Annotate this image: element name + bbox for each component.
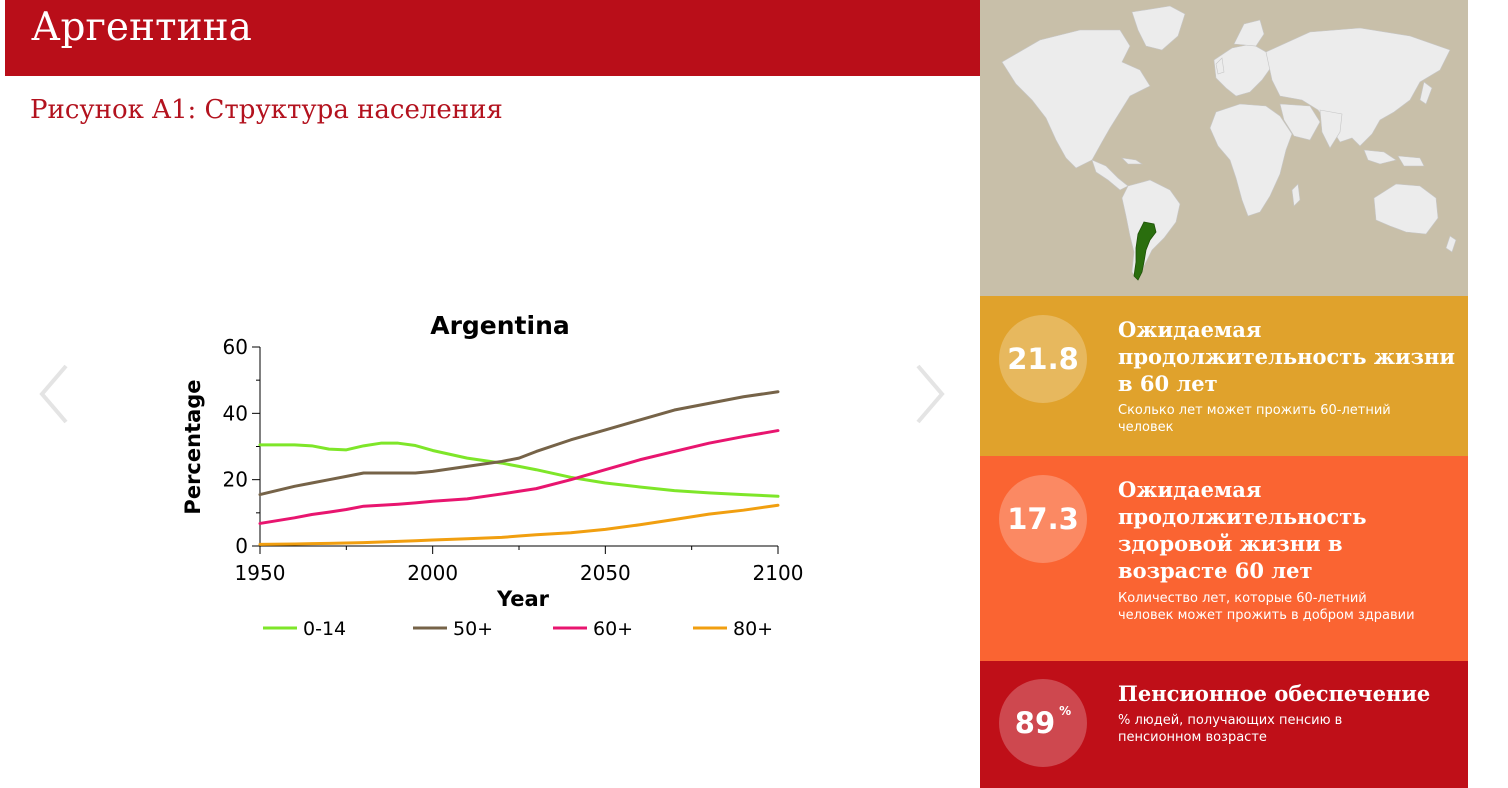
series-line-014 [258, 441, 780, 498]
x-axis-label: Year [496, 587, 550, 611]
carousel-prev-button[interactable] [36, 362, 72, 426]
population-chart: Argentina Percentage Year 0 20 40 60 1950 200… [181, 311, 804, 640]
header-bar: Аргентина [5, 0, 980, 76]
y-tick-label: 20 [223, 468, 248, 492]
carousel-next-button[interactable] [912, 362, 948, 426]
legend-label: 80+ [733, 618, 773, 640]
life-expectancy-heading: Ожидаемая продолжительность жизни в 60 л… [1118, 317, 1455, 396]
percent-sign: % [1059, 704, 1072, 718]
x-tick-label: 1950 [235, 561, 286, 585]
healthy-life-card: 17.3 Ожидаемая продолжительность здорово… [980, 456, 1468, 661]
life-expectancy-card: 21.8 Ожидаемая продолжительность жизни в… [980, 296, 1468, 456]
right-panel: 21.8 Ожидаемая продолжительность жизни в… [980, 0, 1468, 788]
pension-value-circle: 89% [999, 679, 1087, 767]
country-title: Аргентина [31, 5, 252, 50]
series-line-50 [258, 390, 780, 497]
x-tick-label: 2050 [580, 561, 631, 585]
pension-description: % людей, получающих пенсию в пенсионном … [1118, 713, 1343, 745]
series-line-80 [258, 503, 780, 546]
pension-heading: Пенсионное обеспечение [1118, 681, 1431, 706]
figure-caption: Рисунок A1: Структура населения [30, 95, 503, 125]
legend-label: 0-14 [303, 618, 346, 640]
healthy-life-description: Количество лет, которые 60-летний челове… [1118, 591, 1415, 623]
healthy-life-value: 17.3 [999, 475, 1087, 563]
pension-value: 89 [1014, 706, 1056, 740]
legend-label: 50+ [453, 618, 493, 640]
y-tick-label: 60 [223, 335, 248, 359]
life-expectancy-description: Сколько лет может прожить 60-летний чело… [1118, 403, 1391, 435]
world-map-icon [980, 0, 1468, 296]
chevron-right-icon [916, 364, 945, 424]
legend-label: 60+ [593, 618, 633, 640]
chart-title: Argentina [430, 311, 570, 340]
y-axis-label: Percentage [181, 379, 205, 514]
x-tick-label: 2100 [753, 561, 804, 585]
healthy-life-heading: Ожидаемая продолжительность здоровой жиз… [1118, 477, 1367, 583]
life-expectancy-value: 21.8 [999, 315, 1087, 403]
series-line-60 [258, 429, 780, 525]
argentina-highlight [1133, 221, 1157, 281]
world-map [980, 0, 1468, 296]
y-tick-label: 0 [235, 534, 248, 558]
x-tick-label: 2000 [407, 561, 458, 585]
pension-card: 89% Пенсионное обеспечение % людей, полу… [980, 661, 1468, 788]
y-tick-label: 40 [223, 401, 248, 425]
chevron-left-icon [39, 364, 68, 424]
